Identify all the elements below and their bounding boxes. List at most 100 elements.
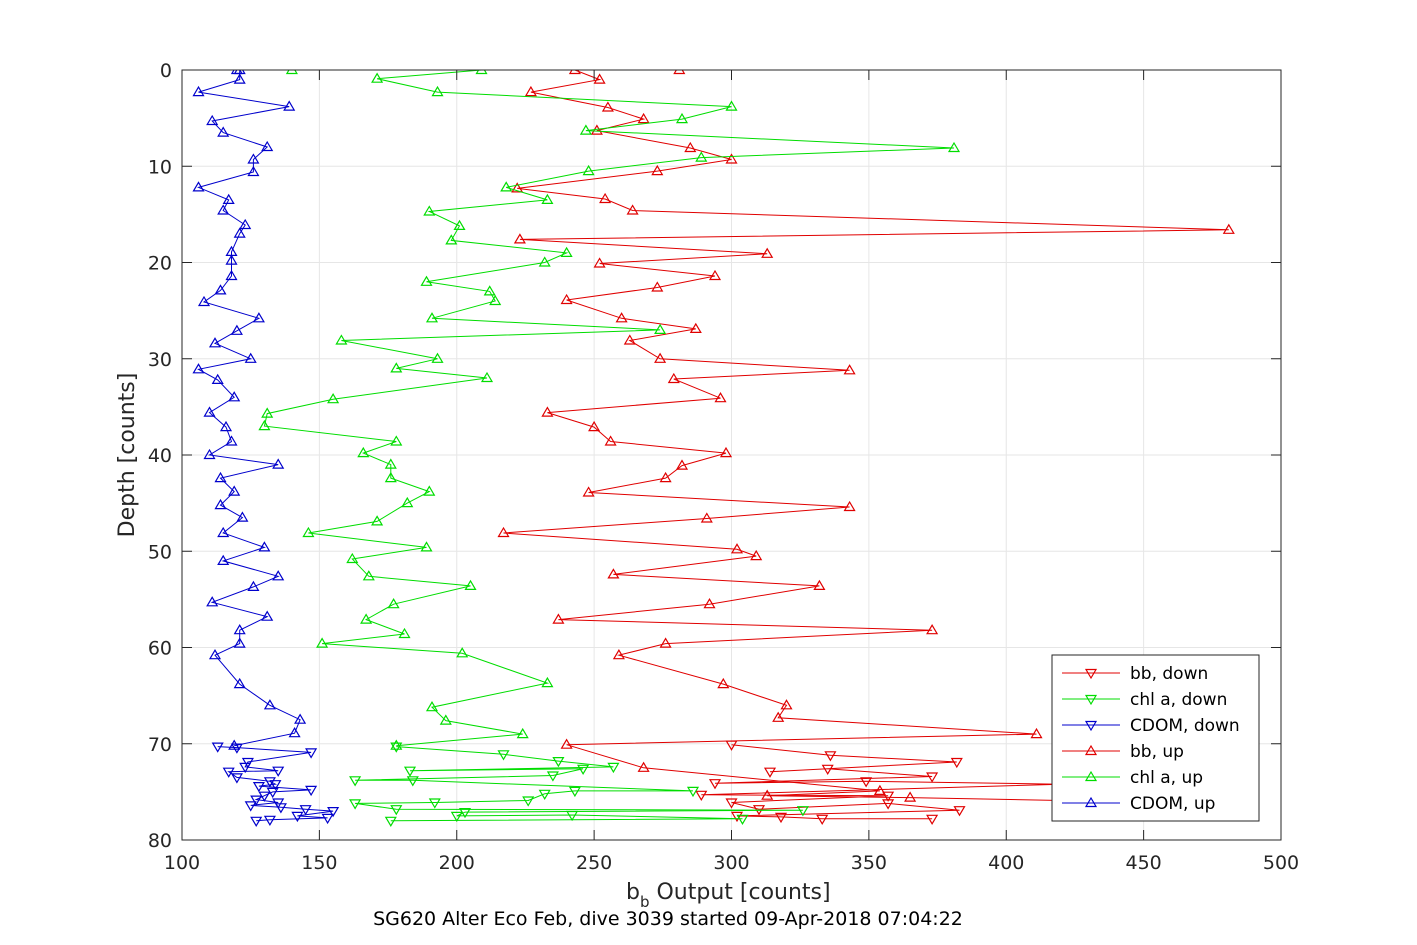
data-point xyxy=(244,801,257,812)
data-point xyxy=(250,795,263,806)
svg-text:bb Output [counts]: bb Output [counts] xyxy=(626,880,831,911)
data-point xyxy=(233,73,246,84)
data-point xyxy=(357,446,370,458)
data-point xyxy=(225,269,238,281)
data-point xyxy=(390,805,403,816)
data-point xyxy=(428,798,441,809)
data-point xyxy=(700,512,713,523)
x-tick-label: 500 xyxy=(1263,852,1299,874)
data-point xyxy=(483,285,496,296)
data-point xyxy=(211,742,224,753)
data-point xyxy=(774,812,788,824)
data-point xyxy=(398,627,411,639)
data-point xyxy=(360,613,373,624)
data-point xyxy=(480,371,494,383)
data-point xyxy=(736,814,749,825)
data-point xyxy=(211,373,224,384)
data-point xyxy=(327,806,340,818)
data-point xyxy=(604,435,617,446)
data-point xyxy=(217,204,230,215)
data-point xyxy=(947,141,961,153)
data-point xyxy=(464,579,477,591)
legend-label: CDOM, up xyxy=(1130,794,1215,814)
data-point xyxy=(615,312,628,323)
data-point xyxy=(626,204,639,215)
data-point xyxy=(222,193,235,204)
data-point xyxy=(953,806,966,817)
data-point xyxy=(283,100,296,111)
data-point xyxy=(371,72,384,83)
data-point xyxy=(950,757,963,769)
data-point xyxy=(926,772,939,783)
data-point xyxy=(684,141,697,153)
data-point xyxy=(560,738,573,749)
data-point xyxy=(390,739,403,750)
data-point xyxy=(695,790,708,801)
data-point xyxy=(577,764,590,775)
data-point xyxy=(714,392,727,403)
data-point xyxy=(294,713,307,724)
data-point xyxy=(247,153,260,164)
data-point xyxy=(686,786,700,798)
y-tick-label: 0 xyxy=(160,60,172,82)
x-axis-label-main: b xyxy=(626,880,640,905)
data-point xyxy=(1222,223,1235,234)
y-tick-label: 10 xyxy=(148,156,172,178)
data-point xyxy=(252,781,265,793)
series-4 xyxy=(258,70,961,750)
data-point xyxy=(695,151,708,162)
data-point xyxy=(431,352,444,363)
legend-label: bb, up xyxy=(1130,742,1184,762)
data-point xyxy=(233,677,246,689)
data-point xyxy=(816,814,829,825)
legend-label: bb, down xyxy=(1130,664,1208,684)
data-point xyxy=(601,101,614,112)
data-point xyxy=(272,766,285,777)
data-point xyxy=(401,496,414,508)
legend-label: chl a, up xyxy=(1130,768,1203,788)
data-point xyxy=(233,637,246,648)
data-point xyxy=(475,70,488,75)
x-tick-label: 350 xyxy=(851,852,887,874)
data-point xyxy=(390,435,403,446)
series-line xyxy=(217,746,334,822)
data-point xyxy=(772,711,785,722)
data-point xyxy=(821,764,834,775)
data-point xyxy=(675,459,689,470)
data-point xyxy=(730,811,744,823)
data-point xyxy=(423,205,436,216)
legend-marker xyxy=(1084,744,1098,756)
legend-marker xyxy=(1084,796,1098,808)
y-axis-label: Depth [counts] xyxy=(115,373,140,538)
data-point xyxy=(926,814,939,825)
data-point xyxy=(263,699,276,710)
data-point xyxy=(225,254,238,265)
data-point xyxy=(750,549,763,561)
data-point xyxy=(708,779,722,790)
data-point xyxy=(675,112,689,124)
data-point xyxy=(489,294,502,306)
data-point xyxy=(730,543,744,554)
data-point xyxy=(250,816,263,827)
data-point xyxy=(725,798,738,809)
data-point xyxy=(513,233,526,244)
legend-box xyxy=(1051,654,1260,822)
data-point xyxy=(387,598,400,609)
data-point xyxy=(926,624,939,635)
data-point xyxy=(228,391,241,402)
series-5 xyxy=(192,70,307,750)
data-point xyxy=(228,739,241,750)
data-point xyxy=(761,247,774,258)
series-line xyxy=(701,744,1062,820)
data-point xyxy=(258,541,271,552)
y-tick-label: 40 xyxy=(148,445,172,467)
data-point xyxy=(497,526,510,538)
data-point xyxy=(654,323,667,334)
data-point xyxy=(445,234,458,245)
data-point xyxy=(524,85,537,97)
data-point xyxy=(637,761,650,772)
data-point xyxy=(673,70,686,75)
data-point xyxy=(208,337,222,348)
data-point xyxy=(274,803,287,814)
